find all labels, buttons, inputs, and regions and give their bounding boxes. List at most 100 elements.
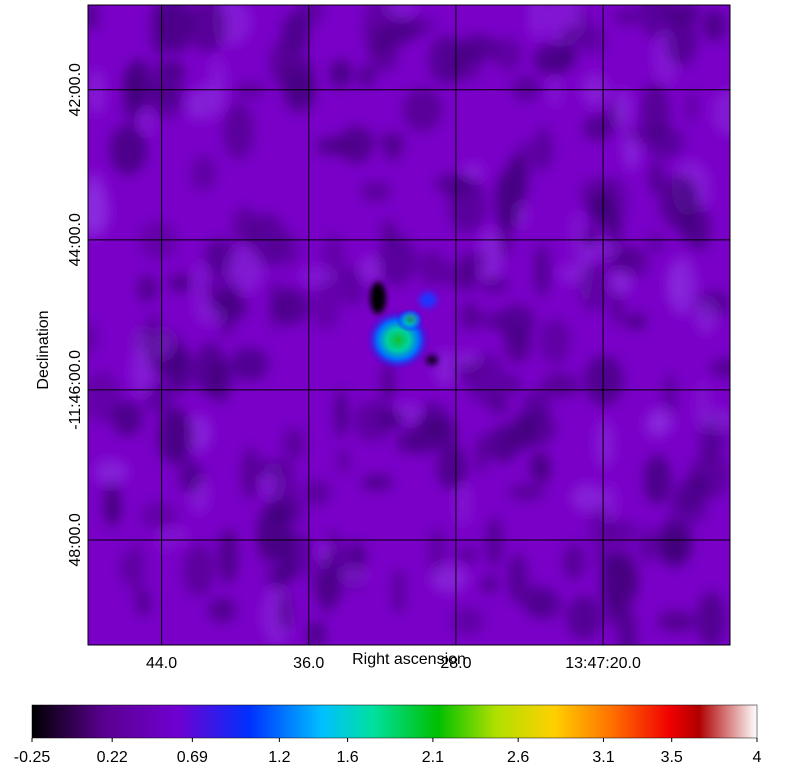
noise-blotch [132, 327, 149, 358]
noise-blotch [532, 453, 551, 485]
y-axis-label: Declination [35, 310, 52, 389]
noise-blotch [608, 270, 627, 297]
noise-blotch [136, 589, 151, 617]
noise-blotch [617, 607, 637, 645]
noise-blotch [208, 597, 237, 623]
noise-blotch [144, 86, 185, 121]
noise-blotch [539, 318, 571, 365]
noise-blotch [587, 199, 618, 216]
noise-blotch [336, 448, 350, 475]
noise-blotch [137, 275, 157, 303]
noise-blotch [710, 359, 730, 377]
noise-blotch [478, 228, 503, 285]
noise-blotch [88, 371, 121, 423]
noise-blotch [361, 474, 393, 491]
noise-blotch [229, 347, 270, 381]
noise-blotch [191, 83, 223, 121]
noise-blotch [669, 495, 708, 526]
noise-blotch [334, 388, 348, 439]
noise-blotch [232, 206, 258, 245]
noise-blotch [435, 172, 474, 196]
noise-blotch [594, 418, 615, 470]
noise-blotch [581, 241, 621, 258]
y-tick-label: -11:46:00.0 [67, 350, 84, 430]
noise-blotch [130, 347, 155, 397]
noise-blotch [168, 273, 194, 292]
noise-blotch [171, 527, 188, 544]
noise-blotch [659, 174, 700, 229]
noise-blotch [109, 124, 148, 175]
noise-blotch [240, 447, 262, 500]
noise-blotch [657, 610, 697, 633]
noise-blotch [127, 57, 152, 108]
noise-blotch [139, 106, 155, 136]
noise-blotch [277, 592, 294, 632]
noise-blotch [107, 501, 124, 519]
noise-blotch [93, 459, 129, 485]
noise-blotch [429, 416, 458, 451]
noise-blotch [541, 372, 580, 398]
colorbar-tick-label: 2.6 [507, 749, 529, 766]
noise-blotch [570, 210, 584, 260]
noise-blotch [165, 61, 185, 80]
noise-blotch [629, 125, 647, 144]
noise-blotch [643, 454, 671, 505]
noise-blotch [460, 162, 486, 180]
noise-blotch [533, 243, 551, 298]
noise-blotch [209, 358, 232, 404]
colorbar-tick-label: 2.1 [422, 749, 444, 766]
noise-blotch [602, 483, 618, 522]
noise-blotch [282, 427, 305, 460]
noise-blotch [514, 200, 530, 229]
noise-blotch [661, 532, 688, 560]
noise-blotch [88, 322, 98, 355]
noise-blotch [383, 135, 403, 162]
noise-blotch [190, 155, 217, 192]
noise-blotch [315, 136, 349, 156]
y-tick-label: 48:00.0 [67, 513, 84, 566]
noise-blotch [407, 15, 435, 37]
noise-blotch [88, 68, 106, 116]
noise-blotch [305, 479, 331, 507]
noise-blotch [391, 567, 406, 615]
noise-blotch [88, 5, 100, 31]
noise-blotch [558, 262, 582, 285]
colorbar-tick-label: 4 [753, 749, 762, 766]
noise-blotch [529, 5, 546, 40]
noise-blotch [317, 571, 337, 615]
noise-blotch [525, 590, 563, 621]
noise-blotch [479, 312, 508, 330]
noise-blotch [459, 302, 481, 331]
noise-blotch [508, 483, 546, 501]
noise-blotch [474, 250, 488, 272]
noise-blotch [267, 277, 284, 331]
noise-blotch [307, 620, 326, 645]
noise-blotch [702, 9, 727, 42]
noise-blotch [270, 472, 300, 522]
noise-blotch [533, 43, 574, 76]
plot-frame [87, 4, 731, 646]
noise-blotch [436, 445, 468, 490]
noise-blotch [583, 114, 612, 142]
noise-blotch [640, 82, 670, 140]
noise-blotch [159, 5, 193, 54]
noise-blotch [570, 483, 605, 513]
noise-blotch [223, 102, 254, 160]
noise-blotch [608, 212, 621, 253]
colorbar-tick-label: 3.1 [592, 749, 614, 766]
noise-blotch [694, 299, 718, 335]
colorbar-tick-label: 1.2 [268, 749, 290, 766]
noise-blotch [639, 5, 670, 40]
noise-blotch [511, 75, 540, 102]
noise-blotch [498, 203, 512, 261]
noise-blotch [646, 233, 665, 253]
noise-blotch [703, 408, 730, 431]
noise-blotch [460, 248, 476, 293]
colorbar-tick-label: -0.25 [14, 749, 51, 766]
noise-blotch [140, 501, 178, 530]
noise-blotch [377, 234, 417, 286]
noise-blotch [434, 349, 456, 388]
noise-blotch [689, 450, 730, 500]
noise-blotch [418, 249, 446, 286]
noise-blotch [492, 37, 523, 71]
